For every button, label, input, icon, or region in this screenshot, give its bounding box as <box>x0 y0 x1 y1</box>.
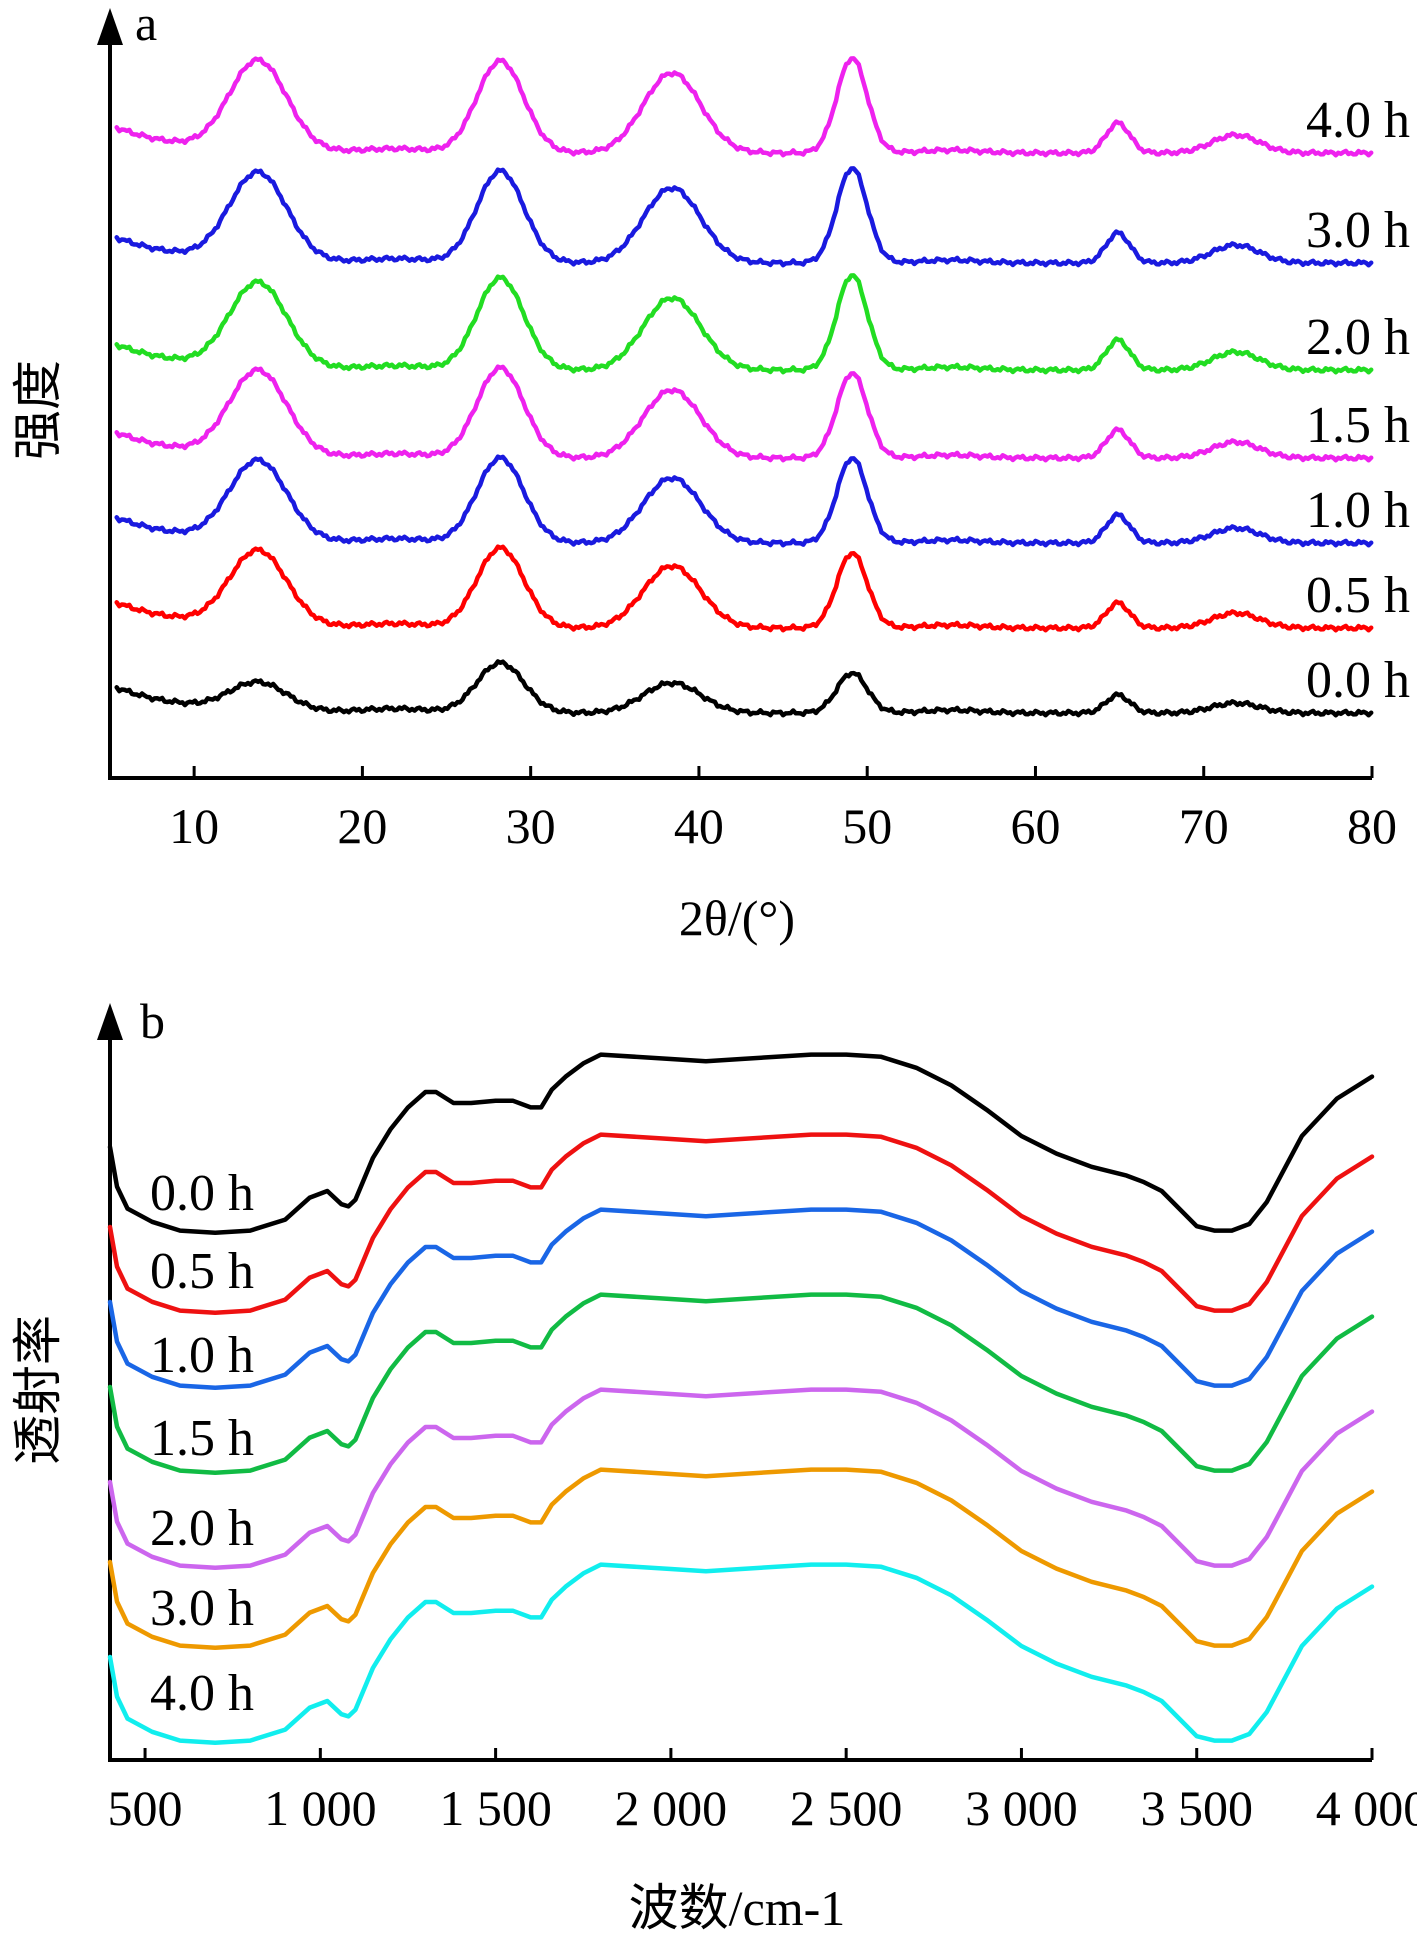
panel-b-curve-label: 0.0 h <box>150 1165 254 1222</box>
panel-a-curve-label: 0.5 h <box>1306 567 1410 624</box>
panel-a-x-tick-label: 30 <box>506 798 556 854</box>
panel-a-curve-label: 0.0 h <box>1306 652 1410 709</box>
panel-a-series-line <box>114 454 1374 548</box>
panel-b-x-tick-label: 3 000 <box>965 1780 1078 1836</box>
panel-a-x-tick-label: 60 <box>1010 798 1060 854</box>
panel-a-series-line <box>114 544 1374 633</box>
panel-b-x-tick-label: 500 <box>108 1780 183 1836</box>
panel-b-curve-label: 2.0 h <box>150 1500 254 1557</box>
panel-a-xrd-chart: a 10 20 30 40 50 60 70 80 0.0 h 0.5 h 1.0 h 1.5 h 2… <box>10 0 1410 946</box>
panel-b-curve-labels: 0.0 h 0.5 h 1.0 h 1.5 h 2.0 h 3.0 h 4.0 h <box>150 1165 254 1722</box>
panel-a-series-line <box>114 659 1374 718</box>
panel-b-letter: b <box>140 993 165 1049</box>
panel-a-x-tick-label: 80 <box>1347 798 1397 854</box>
panel-b-y-axis-arrow <box>97 1003 123 1040</box>
panel-b-series-line <box>107 1052 1375 1236</box>
panel-a-y-axis-arrow <box>97 8 123 45</box>
panel-b-curve-label: 3.0 h <box>150 1580 254 1637</box>
panel-a-series-line <box>114 56 1374 158</box>
panel-b-x-tick-label: 2 500 <box>790 1780 903 1836</box>
panel-b-series-group <box>107 1052 1375 1746</box>
panel-b-curve-label: 0.5 h <box>150 1243 254 1300</box>
panel-a-series-line <box>114 166 1374 268</box>
panel-b-curve-label: 1.0 h <box>150 1327 254 1384</box>
panel-a-curve-label: 1.5 h <box>1306 397 1410 454</box>
panel-b-ftir-chart: b 500 1 000 1 500 2 000 2 500 3 000 3 500 4 000… <box>10 993 1417 1936</box>
panel-b-series-line <box>107 1132 1375 1316</box>
panel-b-curve-label: 1.5 h <box>150 1410 254 1467</box>
panel-a-x-tick-label: 40 <box>674 798 724 854</box>
panel-b-y-axis-title: 透射率 <box>10 1315 66 1465</box>
panel-a-x-tick-label: 70 <box>1179 798 1229 854</box>
panel-b-x-ticks: 500 1 000 1 500 2 000 2 500 3 000 3 500 4 000 <box>108 1748 1417 1836</box>
panel-b-series-line <box>107 1387 1375 1571</box>
panel-b-x-tick-label: 1 000 <box>264 1780 377 1836</box>
panel-a-series-line <box>114 273 1374 375</box>
panel-b-series-line <box>107 1467 1375 1651</box>
panel-a-series-line <box>114 364 1374 463</box>
panel-a-letter: a <box>135 0 157 51</box>
panel-a-curve-label: 2.0 h <box>1306 309 1410 366</box>
panel-b-x-axis-title: 波数/cm-1 <box>629 1880 846 1936</box>
panel-a-x-ticks: 10 20 30 40 50 60 70 80 <box>169 766 1397 854</box>
panel-a-series-group <box>114 56 1374 718</box>
panel-a-y-axis-title: 强度 <box>10 360 66 460</box>
panel-a-x-axis-title: 2θ/(°) <box>679 890 795 946</box>
panel-a-curve-labels: 0.0 h 0.5 h 1.0 h 1.5 h 2.0 h 3.0 h 4.0 h <box>1306 92 1410 709</box>
panel-a-curve-label: 1.0 h <box>1306 482 1410 539</box>
panel-a-x-tick-label: 50 <box>842 798 892 854</box>
panel-a-x-tick-label: 20 <box>337 798 387 854</box>
panel-b-x-tick-label: 3 500 <box>1140 1780 1253 1836</box>
panel-b-series-line <box>107 1562 1375 1746</box>
panel-b-x-tick-label: 2 000 <box>615 1780 728 1836</box>
panel-b-x-tick-label: 4 000 <box>1316 1780 1417 1836</box>
panel-a-curve-label: 4.0 h <box>1306 92 1410 149</box>
panel-b-curve-label: 4.0 h <box>150 1665 254 1722</box>
panel-a-x-tick-label: 10 <box>169 798 219 854</box>
panel-b-series-line <box>107 1207 1375 1391</box>
panel-b-series-line <box>107 1292 1375 1476</box>
panel-b-x-tick-label: 1 500 <box>439 1780 552 1836</box>
panel-a-curve-label: 3.0 h <box>1306 202 1410 259</box>
